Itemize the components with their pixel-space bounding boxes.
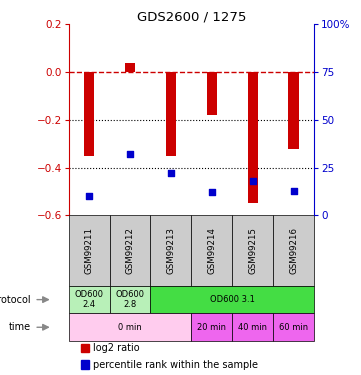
Text: 60 min: 60 min [279, 323, 308, 332]
Bar [125, 63, 135, 72]
Bar [109, 215, 151, 286]
Bar [232, 215, 273, 286]
Text: OD600
2.8: OD600 2.8 [116, 290, 144, 309]
Bar [81, 360, 90, 369]
Bar [81, 344, 90, 352]
Bar [232, 314, 273, 341]
Text: GSM99212: GSM99212 [126, 227, 134, 274]
Bar [206, 72, 217, 115]
Text: OD600 3.1: OD600 3.1 [210, 295, 255, 304]
Point [291, 188, 296, 194]
Text: time: time [8, 322, 31, 332]
Bar [69, 286, 109, 314]
Text: 0 min: 0 min [118, 323, 142, 332]
Bar [273, 314, 314, 341]
Bar [288, 72, 299, 148]
Text: percentile rank within the sample: percentile rank within the sample [93, 360, 258, 370]
Point [250, 178, 256, 184]
Text: protocol: protocol [0, 295, 31, 304]
Bar [273, 215, 314, 286]
Text: GSM99213: GSM99213 [166, 227, 175, 274]
Bar [166, 72, 176, 156]
Bar [69, 215, 109, 286]
Text: GSM99214: GSM99214 [207, 227, 216, 274]
Text: 20 min: 20 min [197, 323, 226, 332]
Text: 40 min: 40 min [238, 323, 267, 332]
Point [168, 170, 174, 176]
Bar [69, 314, 191, 341]
Bar [151, 215, 191, 286]
Text: OD600
2.4: OD600 2.4 [75, 290, 104, 309]
Bar [248, 72, 258, 204]
Point [209, 189, 215, 195]
Bar [151, 286, 314, 314]
Bar [191, 314, 232, 341]
Text: log2 ratio: log2 ratio [93, 343, 140, 353]
Bar [191, 215, 232, 286]
Bar [109, 286, 151, 314]
Text: GSM99215: GSM99215 [248, 227, 257, 274]
Point [127, 151, 133, 157]
Text: GSM99216: GSM99216 [289, 227, 298, 274]
Point [86, 193, 92, 199]
Title: GDS2600 / 1275: GDS2600 / 1275 [137, 10, 246, 23]
Text: GSM99211: GSM99211 [84, 227, 93, 274]
Bar [84, 72, 94, 156]
